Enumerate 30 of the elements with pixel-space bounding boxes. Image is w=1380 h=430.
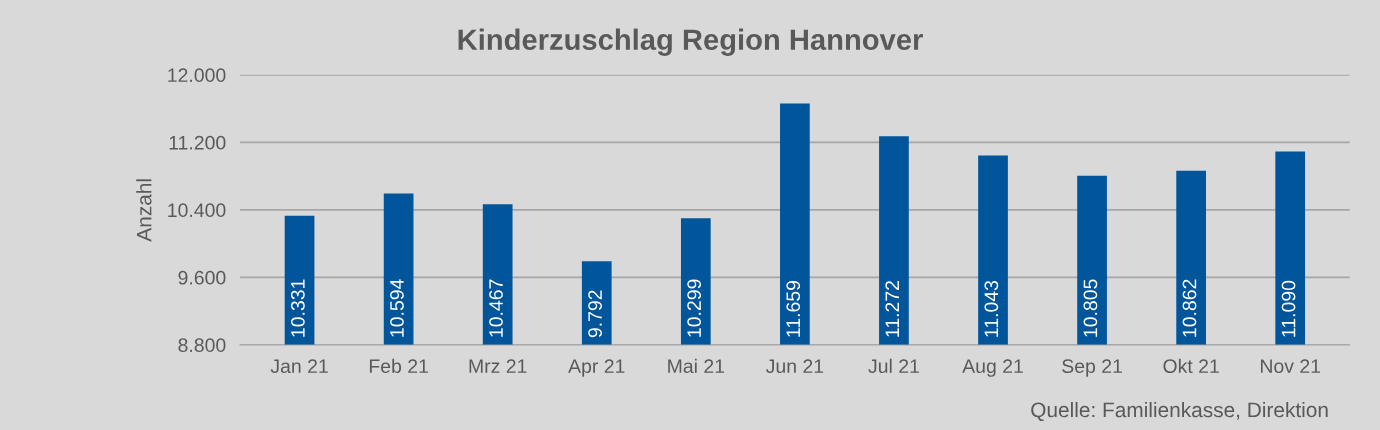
data-label: 10.805 — [1083, 279, 1098, 337]
x-tick-label: Jan 21 — [270, 359, 328, 374]
chart-title: Kinderzuschlag Region Hannover — [458, 28, 923, 56]
y-tick-label: 8.800 — [178, 338, 226, 353]
data-label: 11.043 — [984, 280, 999, 337]
y-tick-label: 12.000 — [168, 68, 226, 83]
x-tick-label: Sep 21 — [1062, 359, 1122, 377]
x-tick-label: Okt 21 — [1163, 358, 1219, 374]
x-tick-label: Apr 21 — [568, 359, 625, 377]
y-axis-title: Anzahl — [136, 179, 152, 242]
y-tick-label: 11.200 — [169, 135, 226, 150]
data-label: 9.792 — [588, 290, 602, 338]
x-tick-label: Nov 21 — [1260, 359, 1321, 374]
data-label: 11.272 — [885, 281, 899, 337]
x-tick-label: Feb 21 — [369, 358, 428, 374]
source-note: Quelle: Familienkasse, Direktion — [1031, 401, 1328, 422]
y-tick-label: 10.400 — [168, 203, 226, 218]
data-label: 11.090 — [1281, 280, 1296, 337]
x-tick-label: Mai 21 — [668, 358, 725, 374]
y-tick-label: 9.600 — [178, 270, 226, 285]
data-label: 10.331 — [291, 279, 305, 337]
x-tick-label: Mrz 21 — [469, 359, 527, 373]
data-label: 10.862 — [1182, 279, 1197, 337]
data-label: 11.659 — [786, 280, 801, 337]
data-label: 10.594 — [390, 279, 404, 337]
x-tick-label: Jul 21 — [868, 358, 919, 374]
x-tick-label: Jun 21 — [766, 359, 824, 374]
data-label: 10.467 — [489, 279, 503, 337]
x-tick-label: Aug 21 — [962, 359, 1023, 377]
data-label: 10.299 — [687, 279, 702, 337]
